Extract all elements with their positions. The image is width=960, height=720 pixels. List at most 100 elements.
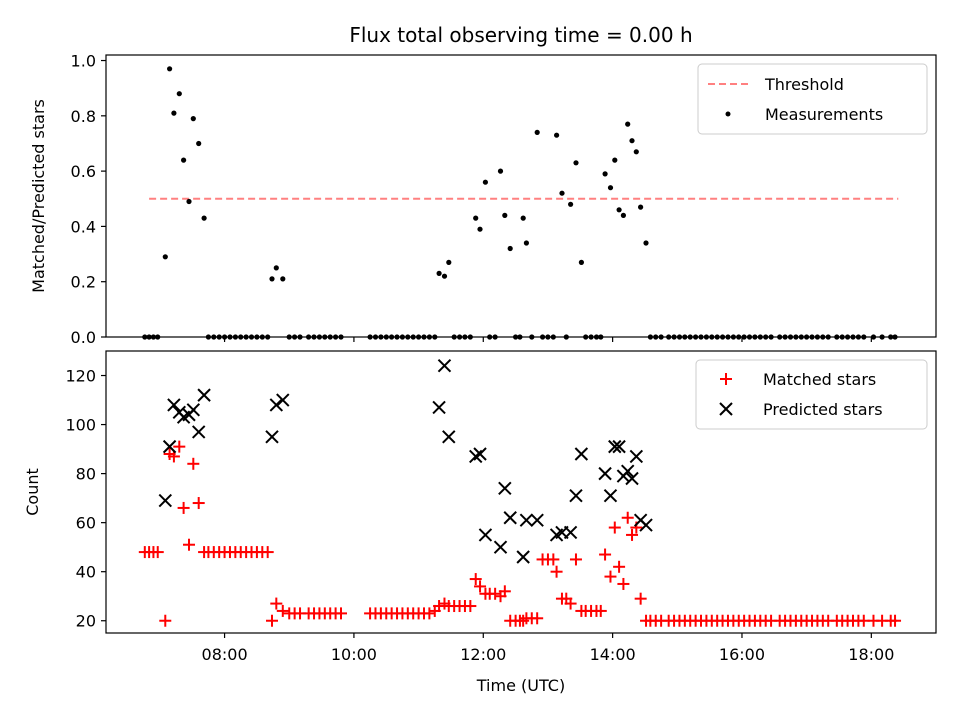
bottom-panel: 20 40 60 80 100 120 08:00 10:00 12:00 14:00 16:00… [23,350,937,695]
x-tick-label: 18:00 [848,645,894,664]
measurement-point [568,201,574,207]
top-legend: Threshold Measurements [697,63,928,135]
measurement-point [520,215,526,221]
top-y-tick-label: 0.4 [71,217,96,236]
x-tick-label: 08:00 [202,645,248,664]
predicted-star-point [162,439,177,454]
predicted-star-point [186,403,201,417]
predicted-star-point [432,400,446,415]
matched-star-point [564,597,577,610]
predicted-star-point [629,449,644,464]
x-tick-label: 14:00 [590,645,636,664]
predicted-star-point [569,488,583,503]
legend-predicted-label: Predicted stars [763,400,883,419]
predicted-star-point [608,439,622,454]
matched-star-point [604,570,617,583]
predicted-star-point [167,398,181,412]
x-tick-label: 10:00 [331,645,377,664]
matched-star-point [599,548,612,561]
matched-star-point [276,604,289,617]
predicted-star-point [621,464,635,478]
top-y-tick-label: 0.8 [71,107,96,126]
predicted-star-point [612,439,626,454]
measurement-point [638,204,644,210]
matched-star-point [547,553,560,566]
matched-star-point [159,614,172,627]
matched-star-point [569,553,582,566]
matched-star-point [266,614,278,627]
predicted-star-point [519,513,534,527]
matched-star-point [498,585,511,598]
measurement-point [554,132,560,138]
matched-star-point [183,538,195,551]
measurement-point [167,66,173,72]
x-tick-label: 12:00 [460,645,506,664]
measurement-point [441,273,448,279]
measurement-point [269,276,275,282]
matched-star-point [889,614,902,627]
top-y-axis-label: Matched/Predicted stars [29,99,48,293]
predicted-star-point [574,447,589,461]
bottom-x-ticks: 08:00 10:00 12:00 14:00 16:00 18:00 [202,633,894,664]
measurement-point [171,110,177,116]
measurement-point [201,215,207,221]
chart-title: Flux total observing time = 0.00 h [349,23,692,47]
measurement-point [196,140,202,147]
matched-star-point [634,592,647,605]
predicted-star-point [530,513,544,527]
bottom-legend-box [695,359,928,430]
legend-measurements-label: Measurements [765,105,883,124]
measurement-point [507,245,513,252]
matched-star-point [187,457,200,470]
bottom-y-tick-label: 100 [65,416,96,435]
bottom-y-tick-label: 60 [76,514,96,533]
matched-star-point [270,597,283,610]
predicted-star-point [503,511,517,525]
measurement-point [477,226,483,232]
predicted-star-point [598,466,612,481]
predicted-star-point [158,493,172,508]
measurement-point [502,212,508,218]
matched-star-point [423,607,436,620]
predicted-star-point [197,388,211,402]
measurement-point [616,207,622,213]
measurement-point [280,276,286,282]
matched-star-point [617,577,630,590]
top-y-tick-label: 0.0 [71,328,96,347]
bottom-y-axis-label: Count [23,468,42,516]
matched-star-point [613,560,626,573]
top-plot-area [142,66,899,340]
matched-star-point [626,528,639,541]
bottom-plot-area [138,359,902,627]
matched-star-point [474,580,487,593]
matched-star-point [167,450,180,463]
matched-star-point [594,604,607,617]
predicted-star-point [516,550,530,564]
measurement-point [497,168,504,174]
measurement-point [436,270,442,276]
matched-star-point [464,600,477,613]
matched-star-point [192,497,205,510]
measurement-point [602,171,608,177]
predicted-star-point [265,430,279,444]
matched-star-point [261,546,274,559]
legend-matched-swatch [720,373,732,385]
predicted-star-point [269,398,284,412]
x-axis-label: Time (UTC) [476,676,565,695]
top-y-tick-label: 1.0 [71,52,96,71]
measurement-point [559,190,565,196]
predicted-star-point [473,447,487,461]
measurement-point [633,149,639,155]
legend-predicted-swatch [719,402,733,416]
matched-star-point [621,511,634,524]
measurement-point [578,259,585,265]
bottom-y-tick-label: 40 [76,563,96,582]
measurement-point [162,254,168,260]
legend-measurements-swatch [725,111,731,117]
matched-star-point [177,501,190,514]
bottom-panel-frame [105,350,937,634]
measurement-point [176,91,182,97]
matched-star-point [489,587,502,600]
top-x-ticks [223,337,872,342]
matched-star-point [550,565,563,578]
